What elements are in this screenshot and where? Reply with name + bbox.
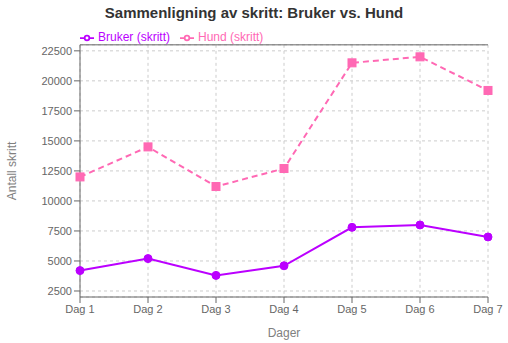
svg-text:Antall skritt: Antall skritt [8,141,19,200]
svg-text:Dag 4: Dag 4 [269,303,298,315]
svg-text:17500: 17500 [41,105,72,117]
svg-text:20000: 20000 [41,75,72,87]
svg-text:Dag 1: Dag 1 [65,303,94,315]
svg-text:Dag 5: Dag 5 [337,303,366,315]
svg-text:Dager: Dager [268,326,301,340]
svg-text:Dag 3: Dag 3 [201,303,230,315]
svg-text:Dag 6: Dag 6 [405,303,434,315]
svg-text:15000: 15000 [41,135,72,147]
svg-text:Dag 7: Dag 7 [473,303,500,315]
svg-text:12500: 12500 [41,165,72,177]
svg-text:7500: 7500 [48,225,72,237]
svg-text:Dag 2: Dag 2 [133,303,162,315]
svg-text:10000: 10000 [41,195,72,207]
html-text:Hund (skritt): Hund (skritt) [198,30,264,44]
svg-text:22500: 22500 [41,45,72,57]
svg-text:2500: 2500 [48,285,72,297]
html-text:Sammenligning av skritt: Bruke: Sammenligning av skritt: Bruker vs. Hund [104,4,404,21]
svg-text:5000: 5000 [48,255,72,267]
html-text:Bruker (skritt): Bruker (skritt) [98,30,170,44]
